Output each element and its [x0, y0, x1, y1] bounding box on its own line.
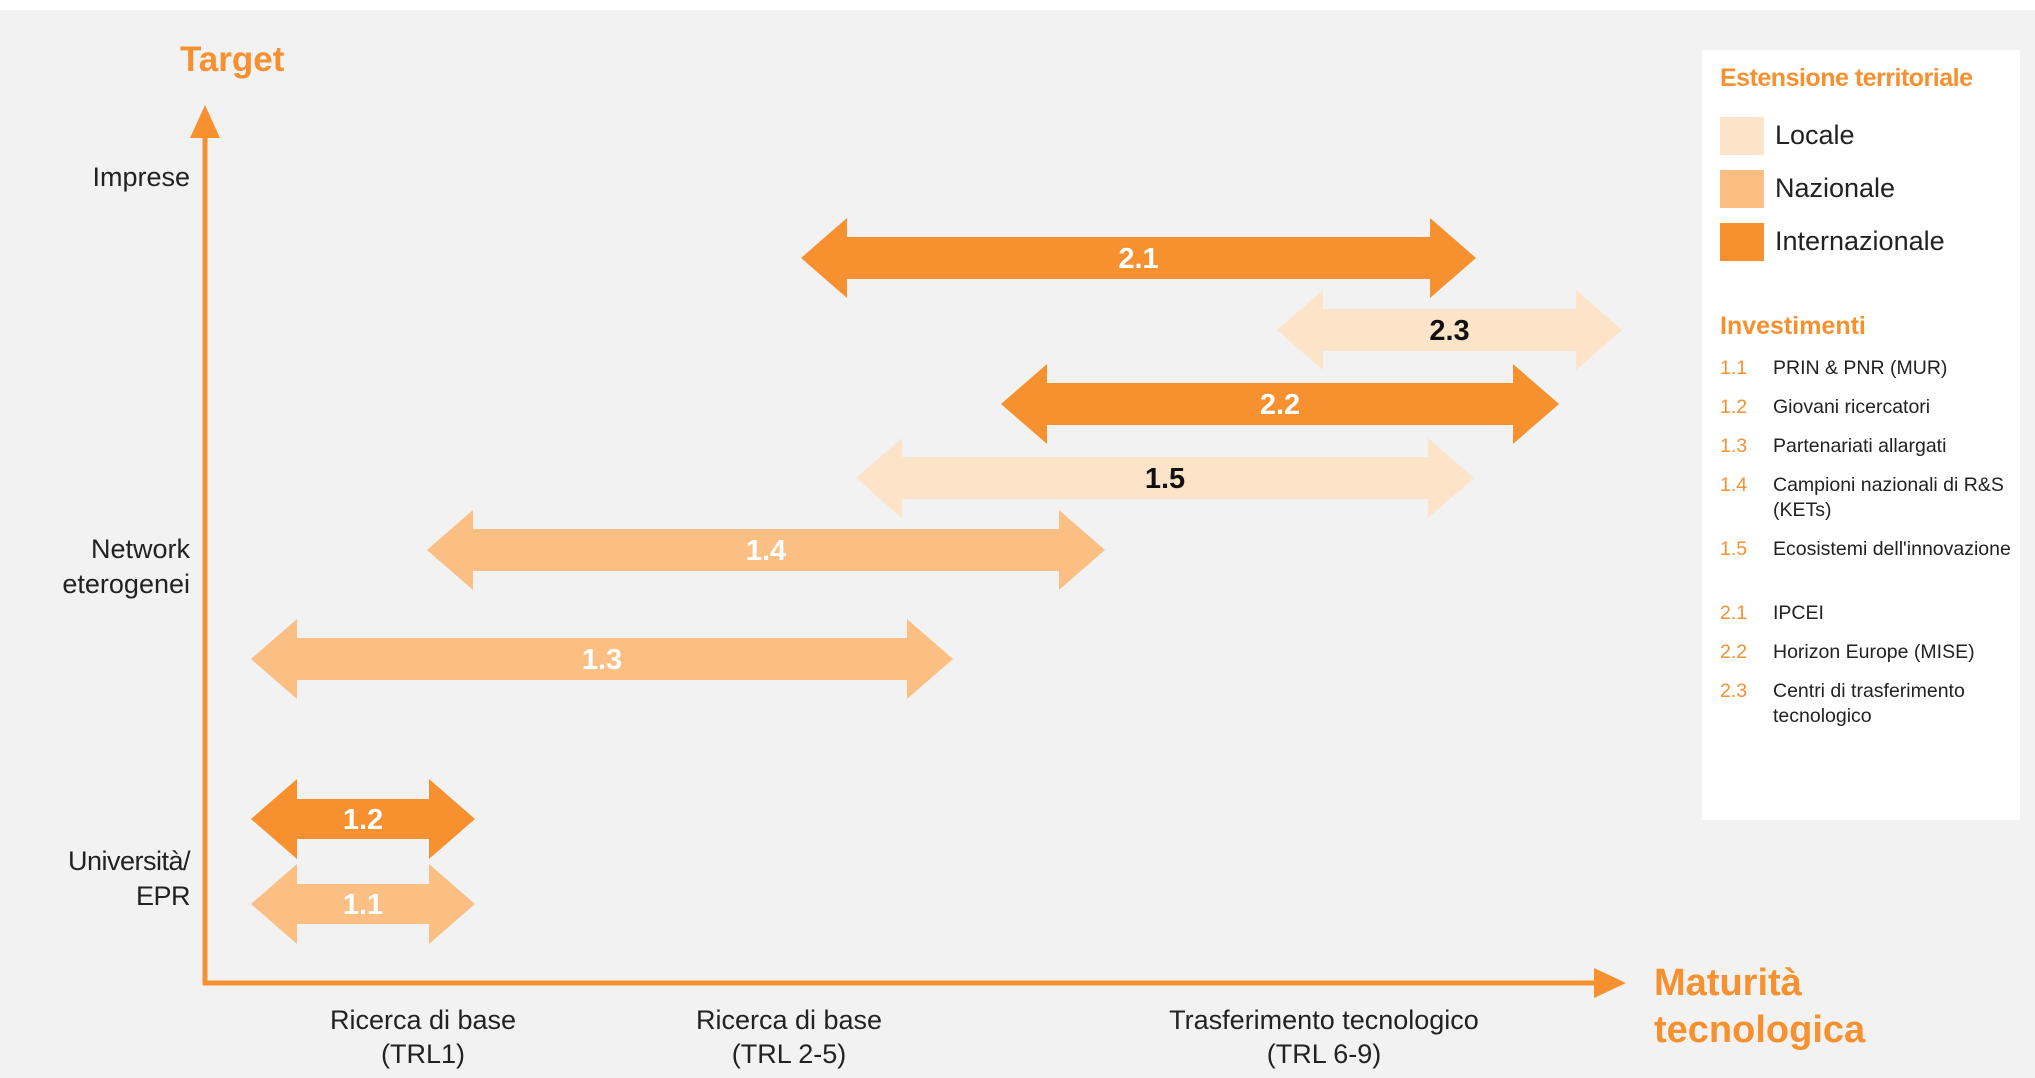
arrow-label-1-1: 1.1 — [343, 889, 383, 921]
diagram-canvas: 2.1 2.3 2.2 1.5 1.4 1.3 1.2 1.1 — [190, 105, 1626, 998]
arrow-1-5 — [856, 438, 1474, 518]
investment-label: Centri di trasferimento tecnologico — [1773, 680, 1965, 727]
investment-code: 2.1 — [1720, 602, 1748, 624]
arrow-label-2-2: 2.2 — [1260, 389, 1300, 421]
y-tick-universita: Università/ EPR — [67, 846, 191, 911]
axes — [190, 105, 1626, 998]
diagram-panel: 2.1 2.3 2.2 1.5 1.4 1.3 1.2 1.1 Target Imprese … — [14, 10, 2035, 1078]
arrow-label-1-3: 1.3 — [582, 644, 622, 676]
legend-item-locale: Locale — [1720, 117, 2010, 155]
investment-label: Ecosistemi dell'innovazione — [1773, 538, 2011, 560]
legend-label-locale: Locale — [1775, 120, 1855, 150]
arrows-layer: 2.1 2.3 2.2 1.5 1.4 1.3 1.2 1.1 — [251, 218, 1622, 944]
arrow-label-2-1: 2.1 — [1118, 243, 1158, 275]
arrow-1-3 — [251, 619, 953, 699]
x-tick-trl2-5: Ricerca di base (TRL 2-5) — [695, 1005, 883, 1069]
investments-title: Investimenti — [1720, 312, 1866, 340]
investment-label: Horizon Europe (MISE) — [1773, 641, 1975, 663]
arrow-1-4 — [427, 510, 1105, 590]
investment-code: 1.5 — [1720, 538, 1748, 560]
arrow-label-1-5: 1.5 — [1145, 463, 1185, 495]
investment-label: IPCEI — [1773, 602, 1824, 624]
arrow-label-1-4: 1.4 — [746, 535, 786, 567]
x-tick-trl6-9: Trasferimento tecnologico (TRL 6-9) — [1169, 1005, 1479, 1069]
x-axis-arrowhead — [1594, 968, 1626, 998]
investment-label: Partenariati allargati — [1773, 435, 1947, 457]
legend-swatch-nazionale — [1720, 170, 1764, 208]
investment-code: 1.2 — [1720, 396, 1748, 418]
legend-swatch-locale — [1720, 117, 1764, 155]
investment-code: 1.3 — [1720, 435, 1748, 457]
top-strip — [0, 0, 2035, 10]
legend-label-internazionale: Internazionale — [1775, 226, 1945, 256]
y-axis-title: Target — [180, 40, 285, 79]
legend-item-nazionale: Nazionale — [1720, 170, 2010, 208]
investment-code: 1.4 — [1720, 474, 1748, 496]
investment-code: 2.2 — [1720, 641, 1748, 663]
arrow-2-2 — [1001, 364, 1559, 444]
x-tick-trl1: Ricerca di base (TRL1) — [329, 1005, 517, 1069]
arrow-2-1 — [801, 218, 1476, 298]
investment-label: PRIN & PNR (MUR) — [1773, 357, 1948, 379]
arrow-1-2 — [251, 779, 475, 859]
investment-label: Giovani ricercatori — [1773, 396, 1931, 418]
arrow-2-3 — [1277, 290, 1622, 370]
investment-code: 2.3 — [1720, 680, 1748, 702]
investment-code: 1.1 — [1720, 357, 1748, 379]
legend-item-internazionale: Internazionale — [1720, 223, 2010, 261]
legend-title: Estensione territoriale — [1720, 64, 1973, 92]
arrow-1-1 — [251, 864, 475, 944]
y-axis-arrowhead — [190, 105, 220, 138]
y-tick-imprese: Imprese — [92, 162, 190, 192]
investment-label: Campioni nazionali di R&S (KETs) — [1773, 474, 2004, 521]
x-axis-title: Maturità tecnologica — [1654, 962, 1866, 1051]
legend-label-nazionale: Nazionale — [1775, 173, 1896, 203]
legend-panel: Estensione territoriale Locale Nazionale… — [1702, 50, 2020, 820]
y-tick-network: Network eterogenei — [62, 534, 190, 599]
arrow-label-1-2: 1.2 — [343, 804, 383, 836]
legend-swatch-internazionale — [1720, 223, 1764, 261]
arrow-label-2-3: 2.3 — [1429, 315, 1469, 347]
